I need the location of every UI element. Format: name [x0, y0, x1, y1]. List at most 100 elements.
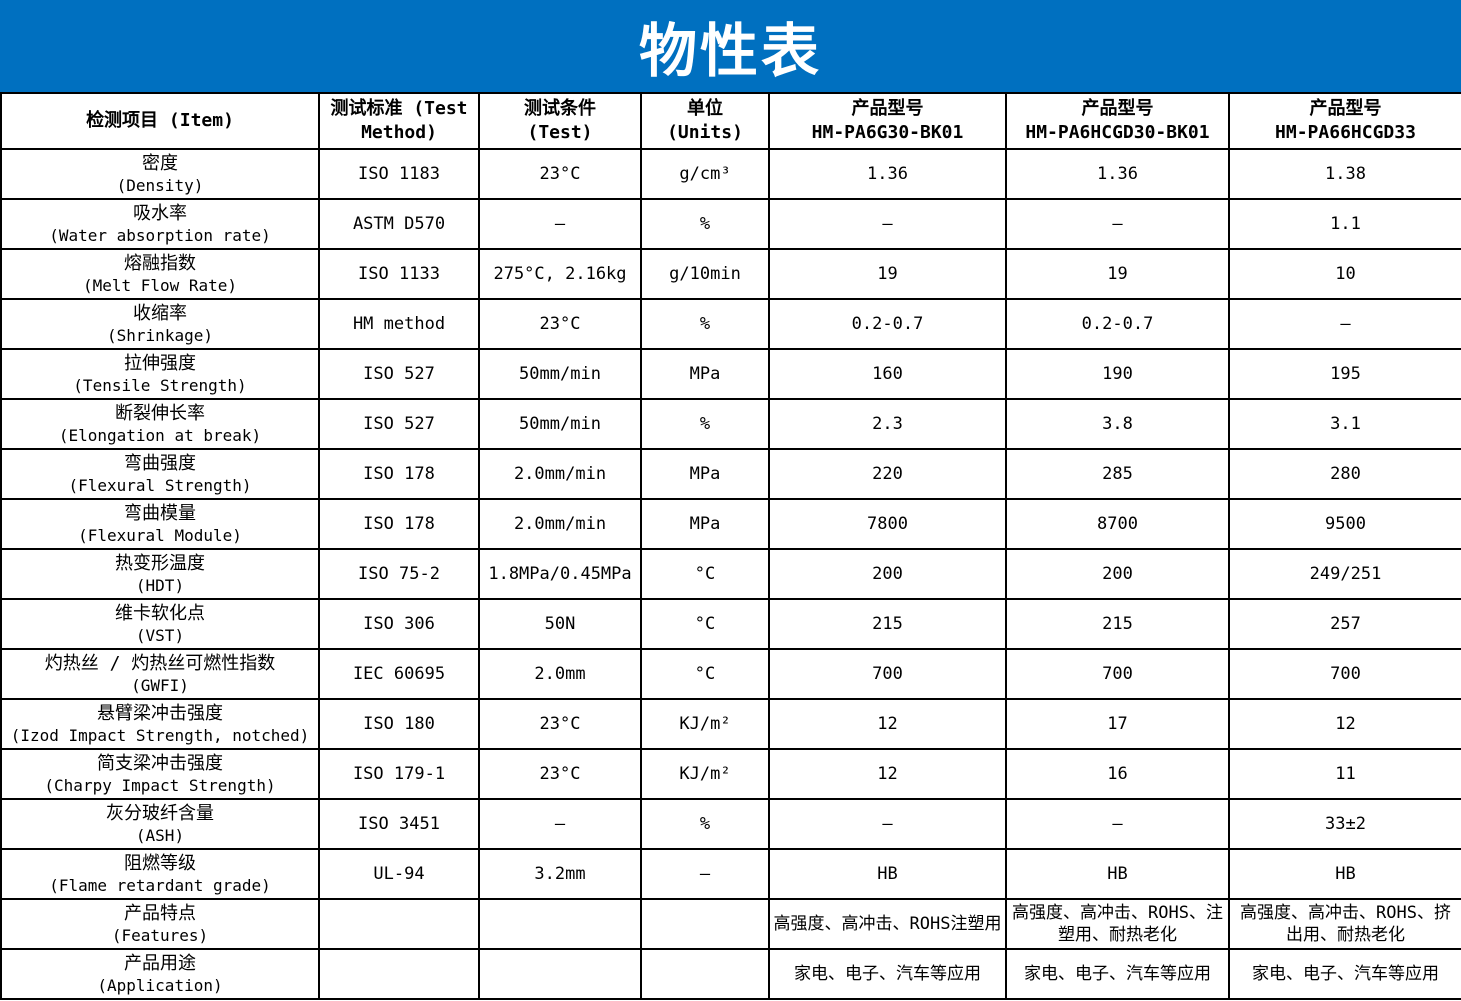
test-condition-cell: 275°C, 2.16kg	[478, 248, 642, 300]
test-condition-cell	[478, 948, 642, 1000]
unit-cell: MPa	[640, 448, 770, 500]
col-header-test-method: 测试标准 (Test Method)	[318, 92, 480, 150]
product2-value-cell: 215	[1005, 598, 1230, 650]
item-cell: 断裂伸长率 (Elongation at break)	[0, 398, 320, 450]
item-name-en: (Izod Impact Strength, notched)	[10, 726, 310, 746]
item-name-zh: 熔融指数	[124, 252, 196, 274]
product3-value-cell: 280	[1228, 448, 1461, 500]
product3-value-cell: 9500	[1228, 498, 1461, 550]
item-cell: 简支梁冲击强度 (Charpy Impact Strength)	[0, 748, 320, 800]
col-header-product-3-label: 产品型号	[1309, 97, 1382, 119]
table-row: 熔融指数 (Melt Flow Rate) ISO 1133 275°C, 2.16k…	[0, 248, 1461, 300]
test-condition-cell: 2.0mm/min	[478, 498, 642, 550]
item-name-en: (Flame retardant grade)	[49, 876, 271, 896]
product2-value-cell: 700	[1005, 648, 1230, 700]
product2-value-cell: 17	[1005, 698, 1230, 750]
product2-value-cell: 3.8	[1005, 398, 1230, 450]
product3-value-cell: 1.1	[1228, 198, 1461, 250]
item-cell: 密度 (Density)	[0, 148, 320, 200]
item-cell: 产品特点 (Features)	[0, 898, 320, 950]
item-cell: 灰分玻纤含量 (ASH)	[0, 798, 320, 850]
product1-value-cell: 2.3	[768, 398, 1007, 450]
product3-value-cell: 3.1	[1228, 398, 1461, 450]
product2-value-cell: 家电、电子、汽车等应用	[1005, 948, 1230, 1000]
table-row: 维卡软化点 (VST) ISO 306 50N °C 215 215 257	[0, 598, 1461, 650]
item-name-zh: 收缩率	[133, 302, 187, 324]
col-header-product-1-model: HM-PA6G30-BK01	[811, 122, 964, 143]
unit-cell: MPa	[640, 498, 770, 550]
col-header-item-label: 检测项目 (Item)	[86, 109, 234, 131]
product2-value-cell: 高强度、高冲击、ROHS、注塑用、耐热老化	[1005, 898, 1230, 950]
page-title-banner: 物性表	[0, 0, 1461, 92]
test-condition-cell: 2.0mm/min	[478, 448, 642, 500]
item-name-en: (Flexural Strength)	[68, 476, 252, 496]
test-condition-cell: 23°C	[478, 298, 642, 350]
product3-value-cell: 33±2	[1228, 798, 1461, 850]
test-standard-cell: ISO 527	[318, 398, 480, 450]
test-condition-cell: –	[478, 798, 642, 850]
product1-value-cell: –	[768, 798, 1007, 850]
item-name-zh: 吸水率	[133, 202, 187, 224]
test-condition-cell: 2.0mm	[478, 648, 642, 700]
product1-value-cell: 0.2-0.7	[768, 298, 1007, 350]
table-row: 收缩率 (Shrinkage) HM method 23°C% 0.2-0.7 0.2-0…	[0, 298, 1461, 350]
test-condition-cell: 3.2mm	[478, 848, 642, 900]
product3-value-cell: HB	[1228, 848, 1461, 900]
col-header-product-1-label: 产品型号	[851, 97, 924, 119]
item-name-en: (Tensile Strength)	[73, 376, 247, 396]
product3-value-cell: 12	[1228, 698, 1461, 750]
col-header-test-condition-line2: (Test)	[527, 122, 593, 143]
unit-cell: %	[640, 298, 770, 350]
table-row: 简支梁冲击强度 (Charpy Impact Strength) ISO 179-1…	[0, 748, 1461, 800]
product2-value-cell: HB	[1005, 848, 1230, 900]
product2-value-cell: 200	[1005, 548, 1230, 600]
product1-value-cell: 220	[768, 448, 1007, 500]
col-header-product-1: 产品型号 HM-PA6G30-BK01	[768, 92, 1007, 150]
unit-cell	[640, 948, 770, 1000]
properties-table-body: 密度 (Density) ISO 1183 23°C g/cm³ 1.36 1.36 1.38…	[0, 148, 1461, 1000]
item-name-zh: 悬臂梁冲击强度	[97, 702, 223, 724]
product3-value-cell: 257	[1228, 598, 1461, 650]
item-name-zh: 热变形温度	[115, 552, 205, 574]
item-name-en: (ASH)	[135, 826, 185, 846]
product2-value-cell: –	[1005, 798, 1230, 850]
test-standard-cell	[318, 948, 480, 1000]
test-condition-cell: 23°C	[478, 148, 642, 200]
col-header-test-method-line1: 测试标准 (Test	[330, 97, 468, 119]
item-name-en: (Flexural Module)	[78, 526, 242, 546]
item-cell: 吸水率 (Water absorption rate)	[0, 198, 320, 250]
col-header-item: 检测项目 (Item)	[0, 92, 320, 150]
test-condition-cell: 50mm/min	[478, 348, 642, 400]
item-name-en: (Shrinkage)	[107, 326, 213, 346]
test-standard-cell: IEC 60695	[318, 648, 480, 700]
table-row: 弯曲强度 (Flexural Strength) ISO 178 2.0mm/min M…	[0, 448, 1461, 500]
item-name-zh: 简支梁冲击强度	[97, 752, 223, 774]
item-name-en: (HDT)	[135, 576, 185, 596]
item-name-en: (Application)	[97, 976, 223, 996]
product3-value-cell: 700	[1228, 648, 1461, 700]
product3-value-cell: 1.38	[1228, 148, 1461, 200]
item-name-zh: 弯曲强度	[124, 452, 196, 474]
table-row: 灼热丝 / 灼热丝可燃性指数 (GWFI) IEC 60695 2.0mm °C 700 7…	[0, 648, 1461, 700]
item-cell: 熔融指数 (Melt Flow Rate)	[0, 248, 320, 300]
unit-cell: KJ/m²	[640, 748, 770, 800]
unit-cell: °C	[640, 648, 770, 700]
test-standard-cell: ISO 3451	[318, 798, 480, 850]
table-row: 断裂伸长率 (Elongation at break) ISO 527 50mm/mi…	[0, 398, 1461, 450]
product1-value-cell: 12	[768, 698, 1007, 750]
test-condition-cell: 1.8MPa/0.45MPa	[478, 548, 642, 600]
product1-value-cell: 700	[768, 648, 1007, 700]
col-header-product-3-model: HM-PA66HCGD33	[1275, 122, 1416, 143]
product1-value-cell: 215	[768, 598, 1007, 650]
item-name-zh: 产品用途	[124, 952, 196, 974]
unit-cell: MPa	[640, 348, 770, 400]
product2-value-cell: –	[1005, 198, 1230, 250]
item-name-zh: 产品特点	[124, 902, 196, 924]
col-header-units: 单位 (Units)	[640, 92, 770, 150]
col-header-units-line1: 单位	[687, 97, 723, 119]
col-header-product-2-model: HM-PA6HCGD30-BK01	[1025, 122, 1210, 143]
test-standard-cell: ISO 527	[318, 348, 480, 400]
test-condition-cell: 23°C	[478, 698, 642, 750]
product1-value-cell: 200	[768, 548, 1007, 600]
table-row: 灰分玻纤含量 (ASH) ISO 3451–% – –33±2	[0, 798, 1461, 850]
